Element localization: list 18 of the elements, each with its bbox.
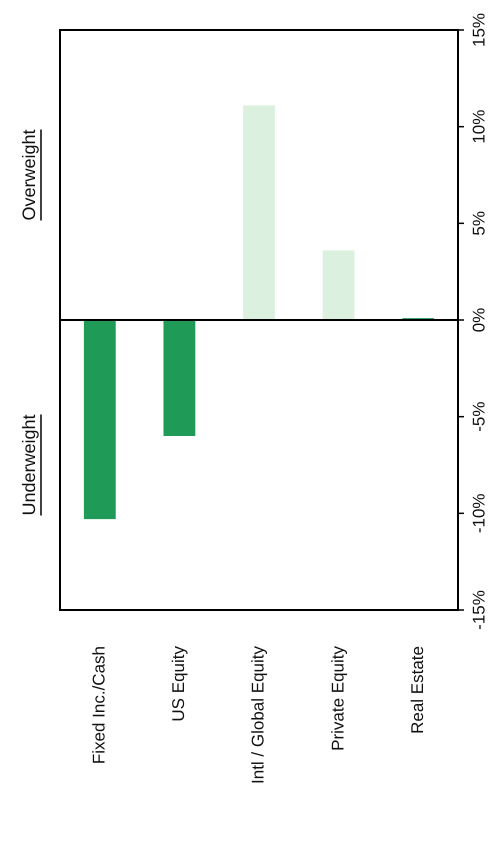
y-tick-label: 0% xyxy=(470,308,489,332)
bar xyxy=(163,320,196,436)
text: Overweight xyxy=(18,129,39,221)
x-tick-label: Fixed Inc./Cash xyxy=(89,646,108,764)
y-tick-label: 15% xyxy=(470,12,489,48)
x-tick-label: Intl / Global Equity xyxy=(248,646,268,784)
x-tick-label: Private Equity xyxy=(328,646,348,751)
bar xyxy=(243,105,275,320)
x-tick-label: Real Estate xyxy=(408,646,427,734)
bar xyxy=(322,250,355,320)
text: Underweight xyxy=(18,414,39,516)
y-tick-label: -15% xyxy=(470,590,489,630)
y-tick-label: -10% xyxy=(470,493,489,534)
y-tick-label: 10% xyxy=(470,110,489,144)
y-tick-label: 5% xyxy=(470,211,489,236)
x-tick-label: US Equity xyxy=(169,646,188,722)
y-tick-label: -5% xyxy=(470,402,489,432)
bar xyxy=(84,320,116,520)
